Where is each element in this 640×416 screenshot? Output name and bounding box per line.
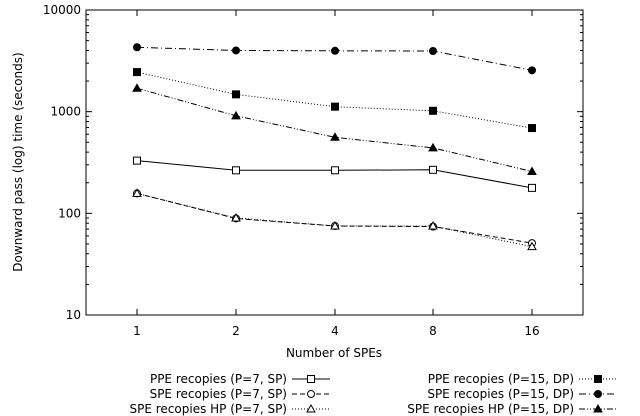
x-axis: 1 2 4 8 16	[133, 10, 540, 338]
legend-entry: SPE recopies (P=15, DP)	[427, 387, 617, 401]
series-5	[133, 43, 536, 75]
data-point	[528, 124, 536, 133]
data-point	[331, 102, 339, 111]
data-point	[132, 188, 142, 197]
data-point	[231, 110, 241, 120]
y-axis-label: Downward pass (log) time (seconds)	[11, 52, 25, 271]
y-tick-label: 10000	[43, 3, 81, 17]
data-point	[133, 156, 141, 165]
data-point	[132, 83, 142, 92]
legend-marker	[593, 403, 603, 413]
data-point	[528, 66, 536, 75]
series-2	[133, 189, 536, 248]
series-1	[133, 156, 536, 192]
x-tick-label: 4	[331, 324, 339, 338]
legend-entry: SPE recopies HP (P=7, SP)	[130, 402, 330, 416]
legend-marker	[594, 390, 602, 398]
data-point	[133, 68, 141, 77]
series-4	[133, 68, 536, 133]
legend-entry: SPE recopies HP (P=15, DP)	[407, 402, 617, 416]
legend: PPE recopies (P=7, SP)SPE recopies (P=7,…	[130, 372, 617, 416]
legend-entry: PPE recopies (P=7, SP)	[150, 372, 330, 386]
legend-entry: SPE recopies (P=7, SP)	[150, 387, 330, 401]
series-line	[136, 192, 533, 244]
data-point	[429, 165, 437, 174]
y-tick-label: 100	[58, 206, 81, 220]
series-3	[132, 188, 537, 251]
data-point	[331, 46, 339, 55]
legend-entry: PPE recopies (P=15, DP)	[428, 372, 617, 386]
legend-marker	[594, 375, 602, 383]
legend-marker	[307, 390, 315, 398]
legend-marker	[306, 403, 316, 413]
y-tick-label: 1000	[50, 105, 81, 119]
data-point	[330, 132, 340, 141]
series-line	[136, 192, 533, 248]
data-point	[527, 166, 537, 175]
legend-label: SPE recopies HP (P=15, DP)	[407, 402, 574, 416]
data-point	[429, 47, 437, 56]
data-point	[133, 43, 141, 52]
data-point	[231, 212, 241, 222]
data-point	[528, 183, 536, 192]
legend-label: PPE recopies (P=7, SP)	[150, 372, 287, 386]
series-line	[136, 87, 533, 172]
legend-label: SPE recopies (P=7, SP)	[150, 387, 287, 401]
legend-label: PPE recopies (P=15, DP)	[428, 372, 574, 386]
data-point	[429, 106, 437, 115]
legend-marker	[307, 375, 315, 383]
data-point	[232, 90, 240, 99]
data-point	[232, 166, 240, 175]
y-axis: 10 100 1000 10000	[43, 3, 583, 322]
data-point	[232, 46, 240, 55]
data-point	[330, 221, 340, 230]
data-point	[527, 241, 537, 251]
data-point	[331, 166, 339, 175]
legend-label: SPE recopies HP (P=7, SP)	[130, 402, 288, 416]
x-tick-label: 16	[524, 324, 539, 338]
x-axis-label: Number of SPEs	[286, 346, 382, 360]
data-point	[428, 142, 438, 152]
x-tick-label: 8	[429, 324, 437, 338]
y-tick-label: 10	[66, 308, 81, 322]
x-tick-label: 2	[232, 324, 240, 338]
data-point	[428, 221, 438, 230]
series-6	[132, 83, 537, 175]
series-line	[136, 71, 533, 129]
legend-label: SPE recopies (P=15, DP)	[427, 387, 574, 401]
x-tick-label: 1	[133, 324, 141, 338]
series-layer	[132, 43, 537, 251]
